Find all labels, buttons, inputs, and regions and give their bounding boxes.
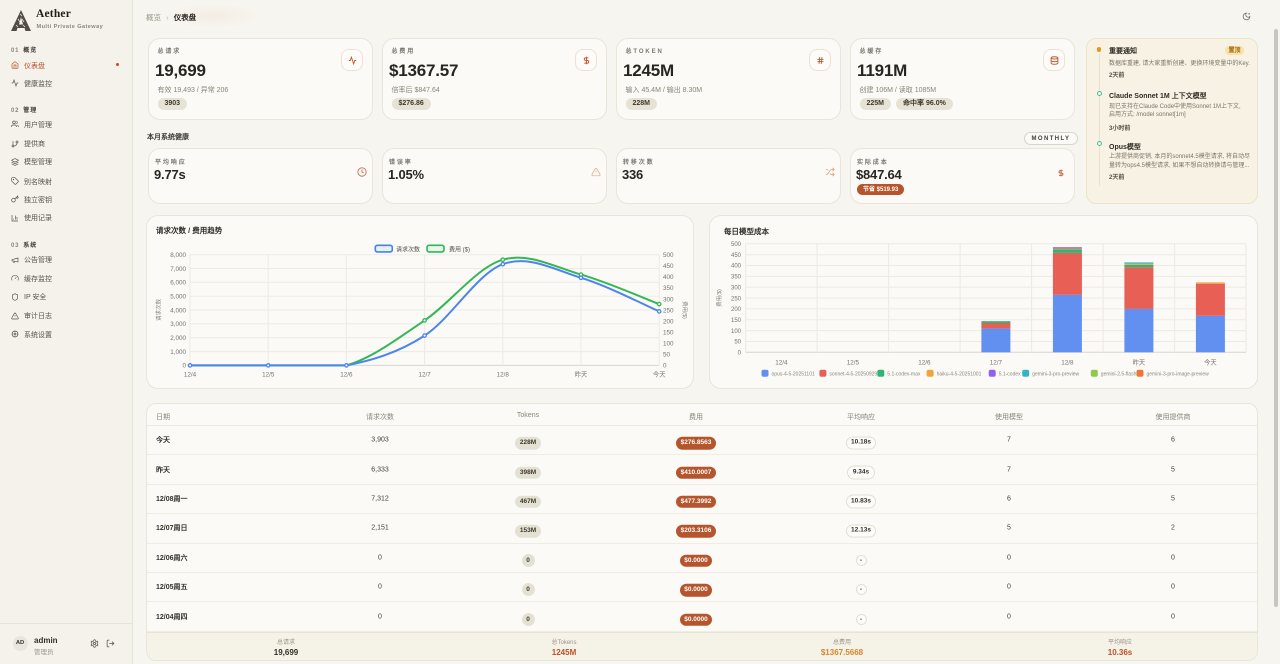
svg-text:0: 0	[738, 351, 742, 357]
svg-text:今天: 今天	[1204, 358, 1217, 367]
svg-text:12/7: 12/7	[990, 360, 1003, 367]
svg-text:200: 200	[663, 319, 674, 326]
svg-text:300: 300	[663, 296, 674, 303]
svg-text:3,000: 3,000	[170, 321, 186, 328]
svg-text:250: 250	[731, 296, 742, 302]
svg-text:昨天: 昨天	[1133, 358, 1146, 367]
svg-text:每日模型成本: 每日模型成本	[724, 226, 769, 236]
svg-text:12/6: 12/6	[918, 360, 931, 367]
svg-text:请求次数: 请求次数	[155, 299, 163, 322]
svg-text:150: 150	[663, 330, 674, 337]
svg-text:12/7: 12/7	[418, 372, 431, 379]
svg-text:450: 450	[663, 263, 674, 270]
svg-text:150: 150	[731, 318, 742, 324]
svg-text:4,000: 4,000	[170, 307, 186, 314]
svg-text:100: 100	[663, 341, 674, 348]
svg-text:sonnet-4-5-20250929: sonnet-4-5-20250929	[829, 372, 877, 378]
svg-text:haiku-4-5-20251001: haiku-4-5-20251001	[937, 372, 982, 378]
svg-text:400: 400	[731, 264, 742, 270]
svg-text:1,000: 1,000	[170, 349, 186, 356]
svg-text:5,000: 5,000	[170, 294, 186, 301]
svg-text:gemini-3-pro-image-preview: gemini-3-pro-image-preview	[1147, 372, 1210, 378]
svg-text:50: 50	[663, 352, 671, 359]
svg-text:500: 500	[731, 242, 742, 248]
svg-text:300: 300	[731, 285, 742, 291]
svg-text:昨天: 昨天	[575, 370, 588, 379]
svg-text:费用($): 费用($)	[681, 301, 689, 319]
svg-text:gemini-2.5-flash: gemini-2.5-flash	[1101, 372, 1137, 378]
svg-text:2,000: 2,000	[170, 335, 186, 342]
svg-text:250: 250	[663, 307, 674, 314]
svg-text:0: 0	[663, 363, 667, 370]
svg-text:500: 500	[663, 252, 674, 259]
svg-text:8,000: 8,000	[170, 252, 186, 259]
svg-text:请求次数 / 费用趋势: 请求次数 / 费用趋势	[156, 225, 223, 235]
svg-text:100: 100	[731, 329, 742, 335]
svg-text:请求次数: 请求次数	[396, 246, 420, 254]
svg-text:12/4: 12/4	[184, 372, 197, 379]
svg-text:5.1-codex-max: 5.1-codex-max	[887, 372, 921, 378]
svg-text:gemini-3-pro-preview: gemini-3-pro-preview	[1032, 372, 1079, 378]
svg-text:费用 ($): 费用 ($)	[449, 246, 470, 254]
svg-text:5.1-codex: 5.1-codex	[999, 372, 1021, 378]
svg-text:opus-4-5-20251101: opus-4-5-20251101	[772, 372, 815, 378]
svg-text:350: 350	[663, 285, 674, 292]
svg-text:7,000: 7,000	[170, 266, 186, 273]
svg-text:12/6: 12/6	[340, 372, 353, 379]
svg-text:50: 50	[734, 340, 741, 346]
svg-text:12/4: 12/4	[775, 360, 788, 367]
svg-text:350: 350	[731, 275, 742, 281]
svg-text:200: 200	[731, 307, 742, 313]
svg-text:0: 0	[182, 363, 186, 370]
svg-text:今天: 今天	[653, 370, 666, 379]
svg-text:12/5: 12/5	[847, 360, 860, 367]
svg-text:400: 400	[663, 274, 674, 281]
svg-text:6,000: 6,000	[170, 280, 186, 287]
svg-text:12/8: 12/8	[497, 372, 510, 379]
svg-text:费用($): 费用($)	[715, 289, 723, 307]
svg-text:12/5: 12/5	[262, 372, 275, 379]
svg-text:450: 450	[731, 253, 742, 259]
svg-text:12/8: 12/8	[1061, 360, 1074, 367]
